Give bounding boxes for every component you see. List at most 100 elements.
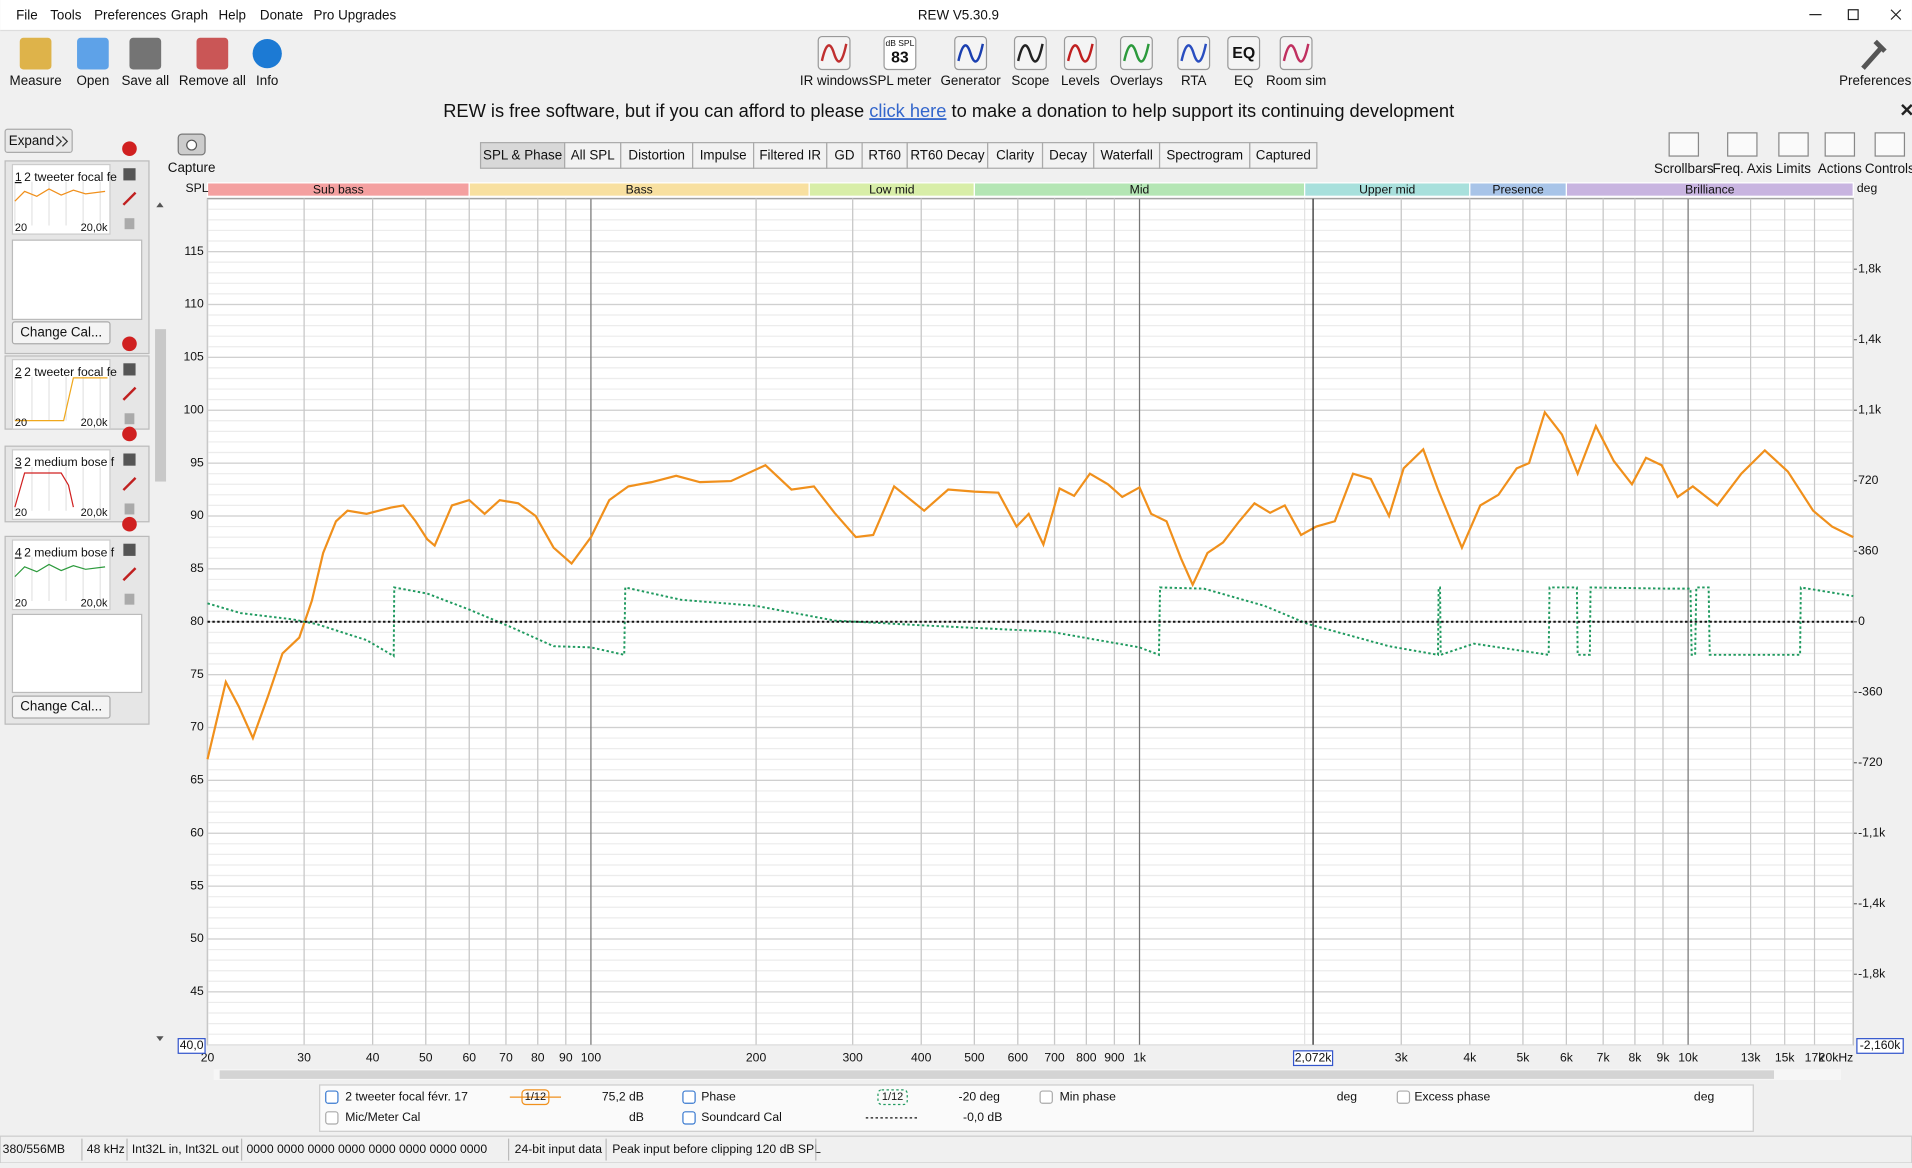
x-tick-label: 600	[1008, 1050, 1029, 1064]
graph-tab[interactable]	[1249, 142, 1318, 169]
info-measurement[interactable]	[124, 218, 135, 230]
save-measurement[interactable]	[123, 453, 136, 466]
graph-tool-label: Limits	[1776, 161, 1811, 176]
tool-icon-glyph	[1066, 43, 1094, 63]
checkbox[interactable]	[325, 1111, 339, 1125]
spl-icon-unit: dB SPL	[885, 38, 914, 48]
graph-tab[interactable]	[1158, 142, 1251, 169]
graph-tool-icon[interactable]	[1668, 132, 1700, 157]
eq-icon-text: EQ	[1232, 45, 1255, 62]
change-cal-button[interactable]	[11, 321, 111, 345]
graph-tool-icon[interactable]	[1874, 132, 1906, 157]
graph-tab[interactable]	[620, 142, 694, 169]
remove-measurement[interactable]	[122, 141, 137, 157]
x-tick-label: 8k	[1628, 1050, 1642, 1064]
donation-text: REW is free software, but if you can aff…	[443, 100, 864, 121]
tool-icon[interactable]	[1227, 35, 1261, 71]
y2-tick-label: -360	[1858, 684, 1883, 698]
y-tick-label: 55	[190, 878, 204, 892]
x-tick-label: 900	[1104, 1050, 1125, 1064]
graph-tool-label: Controls	[1865, 161, 1912, 176]
y-tick-label: 115	[184, 244, 204, 258]
notes-box[interactable]	[11, 239, 143, 321]
edit-measurement[interactable]	[122, 477, 137, 491]
remove-measurement[interactable]	[122, 426, 137, 442]
tool-label: Save all	[121, 73, 169, 88]
tool-icon[interactable]	[77, 37, 109, 70]
graph-tab[interactable]	[906, 142, 989, 169]
edit-measurement[interactable]	[122, 386, 137, 401]
save-measurement[interactable]	[123, 363, 136, 376]
tool-label: IR windows	[800, 73, 869, 88]
edit-measurement[interactable]	[122, 567, 137, 582]
close-banner[interactable]	[1901, 103, 1912, 116]
band-label: Presence	[1492, 182, 1544, 196]
y2-axis-label: deg	[1857, 181, 1877, 195]
checkbox[interactable]	[682, 1111, 696, 1125]
smoothing-box[interactable]	[877, 1089, 908, 1106]
thumb-curve	[14, 188, 106, 202]
status-item: 0000 0000 0000 0000 0000 0000 0000 0000	[246, 1142, 487, 1156]
tool-icon[interactable]	[883, 35, 917, 71]
legend-unit: deg	[1694, 1089, 1714, 1103]
measurement-thumb	[11, 539, 111, 611]
checkbox[interactable]	[1039, 1090, 1053, 1104]
donation-link[interactable]: click here	[869, 100, 946, 121]
x-tick-label: 200	[746, 1050, 767, 1064]
info-measurement[interactable]	[124, 413, 135, 425]
checkbox[interactable]	[682, 1090, 696, 1104]
tool-icon-glyph	[1016, 43, 1044, 63]
frequency-band	[1565, 182, 1854, 197]
y-tick-label: 75	[190, 667, 204, 681]
graph-tool-icon[interactable]	[1824, 132, 1856, 157]
smoothing-label: 1/12	[882, 1091, 903, 1103]
x-scrollbar[interactable]	[219, 1070, 1775, 1079]
change-cal-button[interactable]	[11, 695, 111, 719]
graph-tab[interactable]	[1093, 142, 1161, 169]
status-item: Peak input before clipping 120 dB SPL	[612, 1142, 821, 1156]
graph-tool-icon[interactable]	[1727, 132, 1758, 157]
graph-tab[interactable]	[987, 142, 1044, 169]
measurement-thumb	[11, 359, 111, 430]
graph-tab[interactable]	[861, 142, 908, 169]
side-scrollbar[interactable]	[153, 195, 169, 1037]
x-tick-label: 6k	[1560, 1050, 1574, 1064]
graph-tab-label: Distortion	[628, 148, 685, 163]
y-tick-label: 85	[190, 561, 204, 575]
y-tick-label: 70	[190, 720, 204, 734]
measurement-name: 2 tweeter focal fe	[24, 170, 117, 184]
x-tick-label: 10k	[1678, 1050, 1699, 1064]
tool-icon-glyph	[1282, 43, 1310, 63]
edit-measurement[interactable]	[122, 191, 137, 206]
y-tick-label: 95	[190, 455, 204, 469]
checkbox[interactable]	[325, 1090, 339, 1104]
graph-tab-label: Waterfall	[1100, 148, 1152, 163]
tool-label: SPL meter	[869, 73, 932, 88]
save-measurement[interactable]	[123, 168, 136, 181]
graph-tab[interactable]	[1041, 142, 1095, 169]
window-controls[interactable]	[1809, 9, 1902, 21]
thumb-axis-label: 20,0k	[81, 507, 108, 519]
thumb-curve	[14, 377, 108, 422]
tool-icon[interactable]	[252, 39, 282, 69]
tool-icon[interactable]	[19, 37, 52, 70]
expand-button[interactable]	[4, 128, 73, 153]
info-measurement[interactable]	[124, 503, 135, 515]
save-measurement[interactable]	[123, 543, 136, 556]
expand-label: Expand	[9, 133, 54, 148]
remove-measurement[interactable]	[122, 516, 137, 532]
notes-box[interactable]	[11, 613, 143, 694]
info-measurement[interactable]	[124, 593, 135, 605]
remove-measurement[interactable]	[122, 336, 137, 352]
checkbox[interactable]	[1396, 1090, 1411, 1104]
tool-icon[interactable]	[1861, 39, 1887, 70]
tool-label: Remove all	[179, 73, 246, 88]
y2-tick-label: 720	[1858, 473, 1879, 487]
tool-icon-glyph	[957, 43, 985, 63]
tool-icon[interactable]	[196, 37, 229, 70]
thumb-axis-label: 20	[15, 597, 27, 609]
graph-tool-icon[interactable]	[1778, 132, 1809, 157]
y-tick-label: 60	[190, 825, 204, 839]
tool-icon[interactable]	[129, 37, 162, 70]
